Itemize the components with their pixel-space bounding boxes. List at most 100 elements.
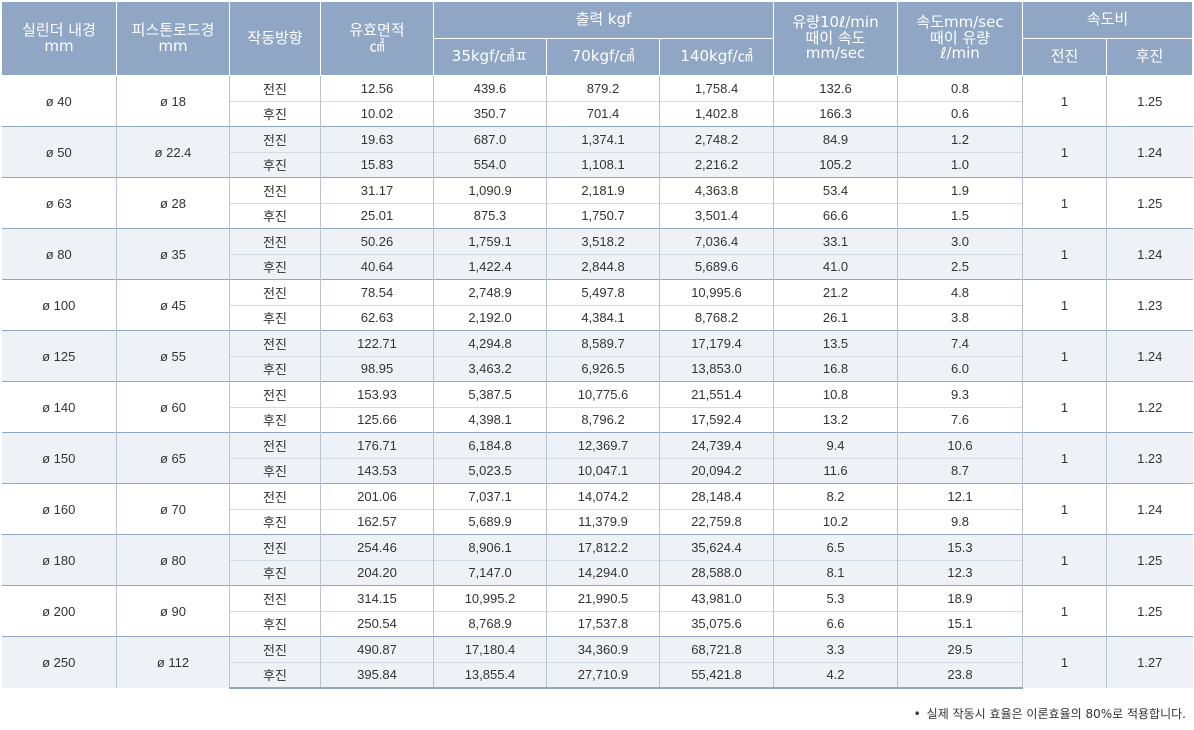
ratio-backward-cell: 1.23: [1106, 432, 1193, 484]
speed-cell: 6.5: [773, 534, 898, 560]
speed-cell: 8.1: [773, 559, 898, 586]
output-70-cell: 10,047.1: [546, 457, 660, 484]
output-70-cell: 6,926.5: [546, 355, 660, 382]
ratio-backward-cell: 1.25: [1106, 177, 1193, 229]
output-35-cell: 5,023.5: [433, 457, 547, 484]
output-35-cell: 1,759.1: [433, 228, 547, 254]
direction-cell: 전진: [229, 432, 321, 458]
output-35-cell: 8,906.1: [433, 534, 547, 560]
effective-area-cell: 78.54: [320, 279, 434, 305]
rod-diameter-cell: ø 55: [116, 330, 230, 382]
output-35-cell: 10,995.2: [433, 585, 547, 611]
output-140-cell: 43,981.0: [659, 585, 774, 611]
rod-diameter-cell: ø 28: [116, 177, 230, 229]
ratio-forward-cell: 1: [1022, 534, 1107, 586]
speed-cell: 10.2: [773, 508, 898, 535]
effective-area-cell: 12.56: [320, 75, 434, 101]
output-70-cell: 21,990.5: [546, 585, 660, 611]
speed-cell: 3.3: [773, 636, 898, 662]
ratio-forward-cell: 1: [1022, 330, 1107, 382]
speed-cell: 26.1: [773, 304, 898, 331]
direction-cell: 전진: [229, 177, 321, 203]
output-35-cell: 17,180.4: [433, 636, 547, 662]
output-140-cell: 8,768.2: [659, 304, 774, 331]
rod-diameter-cell: ø 90: [116, 585, 230, 637]
header-speed-at-flow: 유량10ℓ/min 때이 속도 mm/sec: [773, 1, 898, 76]
header-output: 출력 kgf: [433, 1, 774, 39]
effective-area-cell: 40.64: [320, 253, 434, 280]
direction-cell: 전진: [229, 279, 321, 305]
table-row: 후진 395.84 13,855.4 27,710.9 55,421.8 4.2 23.8: [2, 661, 1193, 689]
flow-cell: 4.8: [897, 279, 1023, 305]
speed-cell: 132.6: [773, 75, 898, 101]
header-cylinder-bore-unit: mm: [44, 36, 74, 55]
output-70-cell: 8,796.2: [546, 406, 660, 433]
header-speed-at-flow-line2: 때이 속도: [805, 28, 866, 47]
output-140-cell: 2,216.2: [659, 151, 774, 178]
output-70-cell: 17,537.8: [546, 610, 660, 637]
flow-cell: 29.5: [897, 636, 1023, 662]
header-speed-at-flow-line3: mm/sec: [805, 44, 866, 63]
output-35-cell: 3,463.2: [433, 355, 547, 382]
header-effective-area-label: 유효면적: [349, 20, 405, 39]
table-row: ø 40 ø 18 전진 12.56 439.6 879.2 1,758.4 132.6 0.8…: [1, 75, 1193, 127]
speed-cell: 66.6: [773, 202, 898, 229]
effective-area-cell: 254.46: [320, 534, 434, 560]
ratio-forward-cell: 1: [1022, 381, 1107, 433]
ratio-backward-cell: 1.22: [1106, 381, 1193, 433]
speed-cell: 13.5: [773, 330, 898, 356]
footnote-text: 실제 작동시 효율은 이론효율의 80%로 적용합니다.: [926, 707, 1186, 721]
direction-cell: 전진: [229, 126, 321, 152]
effective-area-cell: 250.54: [320, 610, 434, 637]
output-35-cell: 1,422.4: [433, 253, 547, 280]
direction-cell: 전진: [229, 330, 321, 356]
rod-diameter-cell: ø 18: [116, 75, 230, 127]
header-speed-ratio: 속도비: [1022, 1, 1193, 39]
direction-cell: 후진: [229, 508, 321, 535]
speed-cell: 21.2: [773, 279, 898, 305]
direction-cell: 후진: [229, 661, 321, 689]
header-flow-at-speed-line2: 때이 유량: [930, 28, 990, 47]
output-70-cell: 14,294.0: [546, 559, 660, 586]
cylinder-spec-table: 실린더 내경 mm 피스톤로드경 mm 작동방향 유효면적 ㎠ 출력 kgf 유…: [1, 1, 1193, 689]
effective-area-cell: 395.84: [320, 661, 434, 689]
cylinder-bore-cell: ø 50: [1, 126, 117, 178]
output-140-cell: 17,592.4: [659, 406, 774, 433]
flow-cell: 1.9: [897, 177, 1023, 203]
table-row: 후진 125.66 4,398.1 8,796.2 17,592.4 13.2 7.6: [2, 406, 1193, 433]
output-140-cell: 1,402.8: [659, 100, 774, 127]
effective-area-cell: 19.63: [320, 126, 434, 152]
direction-cell: 전진: [229, 381, 321, 407]
speed-cell: 105.2: [773, 151, 898, 178]
flow-cell: 3.8: [897, 304, 1023, 331]
ratio-backward-cell: 1.24: [1106, 330, 1193, 382]
output-140-cell: 28,588.0: [659, 559, 774, 586]
output-70-cell: 27,710.9: [546, 661, 660, 689]
direction-cell: 후진: [229, 406, 321, 433]
direction-cell: 후진: [229, 253, 321, 280]
output-70-cell: 2,844.8: [546, 253, 660, 280]
output-35-cell: 1,090.9: [433, 177, 547, 203]
ratio-forward-cell: 1: [1022, 279, 1107, 331]
output-35-cell: 6,184.8: [433, 432, 547, 458]
output-140-cell: 55,421.8: [659, 661, 774, 689]
rod-diameter-cell: ø 112: [116, 636, 230, 688]
table-row: 후진 162.57 5,689.9 11,379.9 22,759.8 10.2 9.8: [2, 508, 1193, 535]
effective-area-cell: 31.17: [320, 177, 434, 203]
output-140-cell: 22,759.8: [659, 508, 774, 535]
direction-cell: 후진: [229, 457, 321, 484]
table-row: 후진 62.63 2,192.0 4,384.1 8,768.2 26.1 3.8: [2, 304, 1193, 331]
output-140-cell: 24,739.4: [659, 432, 774, 458]
output-140-cell: 5,689.6: [659, 253, 774, 280]
output-140-cell: 3,501.4: [659, 202, 774, 229]
direction-cell: 전진: [229, 228, 321, 254]
output-70-cell: 1,750.7: [546, 202, 660, 229]
output-70-cell: 879.2: [546, 75, 660, 101]
speed-cell: 8.2: [773, 483, 898, 509]
table-row: 후진 10.02 350.7 701.4 1,402.8 166.3 0.6: [2, 100, 1193, 127]
footnote-bullet: •: [913, 707, 921, 721]
output-35-cell: 875.3: [433, 202, 547, 229]
cylinder-bore-cell: ø 100: [1, 279, 117, 331]
output-70-cell: 2,181.9: [546, 177, 660, 203]
output-35-cell: 439.6: [433, 75, 547, 101]
